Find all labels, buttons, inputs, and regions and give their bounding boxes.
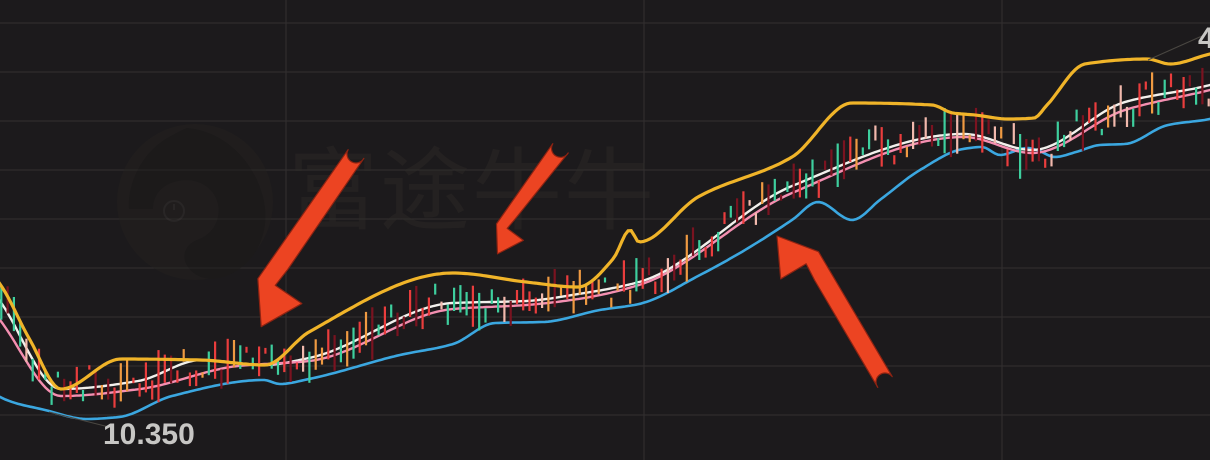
svg-text:4: 4 bbox=[1198, 22, 1210, 55]
svg-text:10.350: 10.350 bbox=[103, 418, 195, 451]
